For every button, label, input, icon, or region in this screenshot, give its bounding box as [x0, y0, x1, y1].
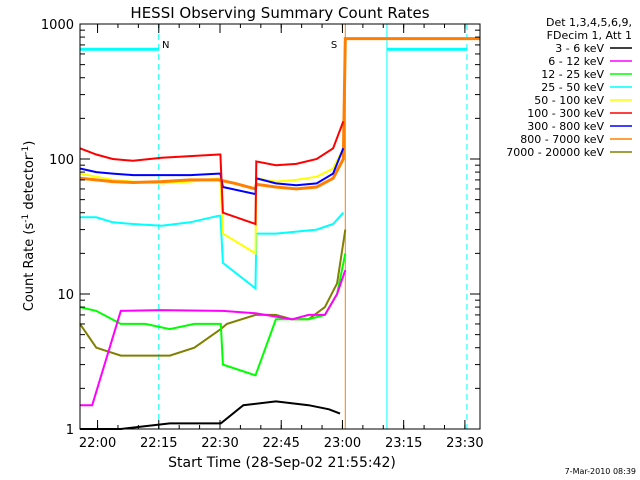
y-axis-label: Count Rate (s-1 detector-1) — [21, 141, 37, 312]
series-line-7000-20000-kev — [79, 229, 347, 357]
plot-frame — [79, 23, 481, 430]
legend-header: FDecim 1, Att 1 — [547, 29, 632, 42]
x-tick-label: 22:30 — [201, 436, 238, 451]
legend-label: 800 - 7000 keV — [520, 133, 604, 146]
annotation-s: S — [331, 40, 337, 51]
axis-ticks: 22:00 22:15 22:30 22:45 23:00 23:15 23:30 1 10 10… — [41, 18, 484, 451]
legend-label: 25 - 50 keV — [541, 81, 604, 94]
series-line-6-12-kev — [80, 269, 347, 407]
legend-label: 50 - 100 keV — [534, 94, 604, 107]
annotation-n: N — [162, 40, 169, 51]
legend-label: 100 - 300 keV — [527, 107, 604, 120]
x-tick-label: 22:45 — [262, 436, 299, 451]
y-tick-label: 100 — [49, 153, 74, 168]
legend-label: 3 - 6 keV — [555, 42, 604, 55]
timestamp-footer: 7-Mar-2010 08:39 — [565, 467, 636, 476]
x-tick-label: 23:30 — [446, 436, 483, 451]
chart-title: HESSI Observing Summary Count Rates — [130, 4, 429, 22]
legend-header: Det 1,3,4,5,6,9, — [546, 16, 632, 29]
y-tick-label: 1000 — [41, 18, 74, 33]
x-tick-label: 23:00 — [324, 436, 361, 451]
series-line-100-300-kev — [79, 121, 345, 226]
x-tick-label: 22:00 — [79, 436, 116, 451]
legend-label: 6 - 12 keV — [548, 55, 604, 68]
x-tick-label: 23:15 — [385, 436, 422, 451]
legend-label: 300 - 800 keV — [527, 120, 604, 133]
y-tick-label: 10 — [57, 288, 74, 303]
series-line-3-6-kev — [80, 400, 341, 430]
x-tick-label: 22:15 — [140, 436, 177, 451]
y-tick-label: 1 — [66, 423, 74, 438]
legend: Det 1,3,4,5,6,9,FDecim 1, Att 13 - 6 keV… — [506, 16, 632, 159]
legend-label: 7000 - 20000 keV — [506, 146, 604, 159]
series-line-25-50-kev — [80, 212, 345, 291]
legend-label: 12 - 25 keV — [541, 68, 604, 81]
series-line-12-25-kev — [79, 253, 347, 377]
x-axis-label: Start Time (28-Sep-02 21:55:42) — [168, 455, 396, 471]
